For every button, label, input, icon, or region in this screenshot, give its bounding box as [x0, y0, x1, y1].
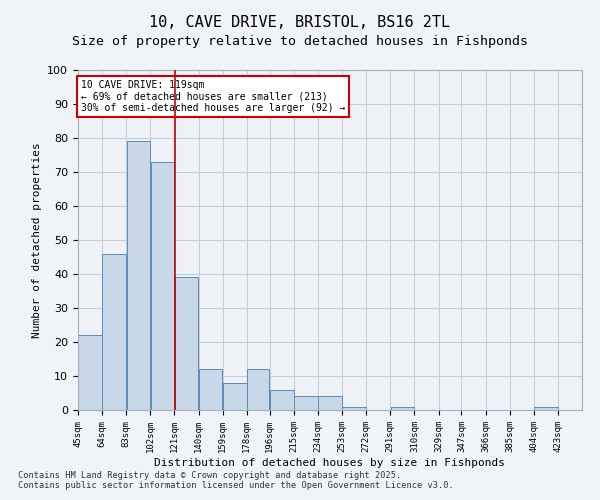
Bar: [294, 396, 317, 410]
Bar: [223, 383, 247, 410]
Bar: [318, 396, 342, 410]
Text: Contains HM Land Registry data © Crown copyright and database right 2025.
Contai: Contains HM Land Registry data © Crown c…: [18, 470, 454, 490]
Bar: [127, 142, 150, 410]
X-axis label: Distribution of detached houses by size in Fishponds: Distribution of detached houses by size …: [155, 458, 505, 468]
Bar: [151, 162, 174, 410]
Text: Size of property relative to detached houses in Fishponds: Size of property relative to detached ho…: [72, 35, 528, 48]
Bar: [175, 278, 198, 410]
Text: 10, CAVE DRIVE, BRISTOL, BS16 2TL: 10, CAVE DRIVE, BRISTOL, BS16 2TL: [149, 15, 451, 30]
Bar: [343, 406, 366, 410]
Text: 10 CAVE DRIVE: 119sqm
← 69% of detached houses are smaller (213)
30% of semi-det: 10 CAVE DRIVE: 119sqm ← 69% of detached …: [80, 80, 345, 113]
Bar: [247, 369, 269, 410]
Bar: [79, 335, 102, 410]
Y-axis label: Number of detached properties: Number of detached properties: [32, 142, 42, 338]
Bar: [270, 390, 293, 410]
Bar: [391, 406, 414, 410]
Bar: [534, 406, 557, 410]
Bar: [103, 254, 126, 410]
Bar: [199, 369, 223, 410]
